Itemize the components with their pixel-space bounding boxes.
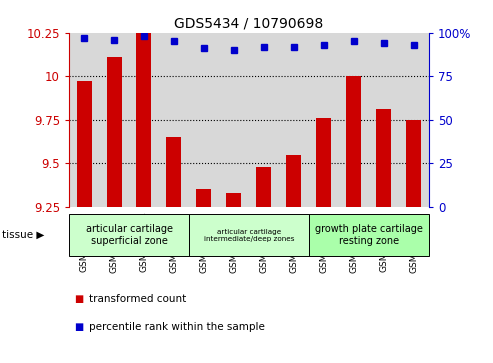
Bar [399,33,429,207]
Bar [76,81,92,207]
Bar [106,57,121,207]
Bar [99,33,129,207]
Text: ■: ■ [74,322,83,332]
Bar [137,33,151,207]
Text: articular cartilage
intermediate/deep zones: articular cartilage intermediate/deep zo… [204,229,294,241]
Text: growth plate cartilage
resting zone: growth plate cartilage resting zone [315,224,423,246]
Bar [159,33,189,207]
Bar [309,33,339,207]
Bar [369,33,399,207]
Bar [167,137,181,207]
Bar [286,155,301,207]
Text: transformed count: transformed count [89,294,186,305]
Bar [69,33,99,207]
Bar [249,33,279,207]
Text: articular cartilage
superficial zone: articular cartilage superficial zone [85,224,173,246]
Text: tissue ▶: tissue ▶ [2,230,45,240]
Bar [406,120,422,207]
Bar [226,193,242,207]
Bar [197,189,211,207]
Text: percentile rank within the sample: percentile rank within the sample [89,322,265,332]
Title: GDS5434 / 10790698: GDS5434 / 10790698 [175,16,323,30]
Bar [129,33,159,207]
Bar [377,109,391,207]
Bar [347,76,361,207]
Bar [279,33,309,207]
Bar [339,33,369,207]
Bar [317,118,331,207]
Text: ■: ■ [74,294,83,305]
Bar [256,167,272,207]
Bar [189,33,219,207]
Bar [219,33,249,207]
